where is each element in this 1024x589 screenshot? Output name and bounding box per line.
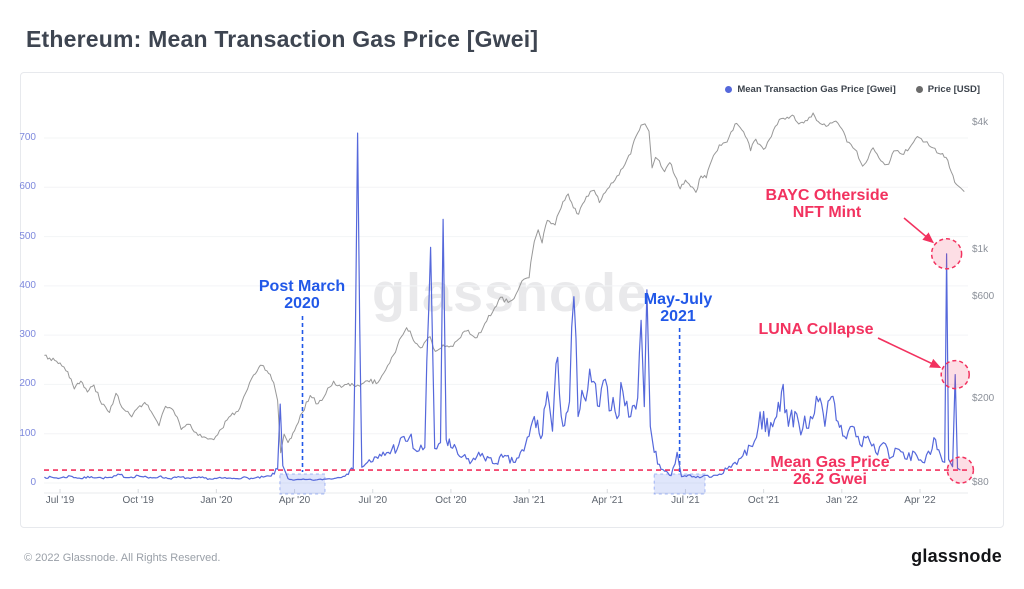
annotation-post-march-2020: Post March 2020 (258, 278, 346, 312)
annotation-luna-collapse: LUNA Collapse (758, 321, 874, 338)
annotation-arrow (903, 217, 935, 244)
x-axis-label: Jan '22 (825, 495, 858, 506)
legend-label-price-usd: Price [USD] (927, 84, 980, 95)
y-axis-label-left: 0 (30, 477, 36, 488)
x-axis-label: Apr '21 (591, 495, 623, 506)
legend-item-price-usd[interactable]: Price [USD] (915, 84, 980, 95)
x-axis-label: Jul '21 (671, 495, 700, 506)
y-axis-label-left: 300 (19, 329, 36, 341)
gas-price-line (44, 132, 961, 481)
glassnode-logo: glassnode (911, 546, 1002, 566)
x-axis-label: Apr '22 (904, 495, 936, 506)
page-title: Ethereum: Mean Transaction Gas Price [Gw… (26, 26, 539, 52)
x-axis-label: Jan '20 (200, 495, 233, 506)
y-axis-label-right: $600 (972, 291, 995, 303)
chart-legend: Mean Transaction Gas Price [Gwei] Price … (725, 84, 980, 95)
event-marker-circle (946, 456, 975, 484)
x-axis-label: Oct '21 (747, 495, 780, 506)
y-axis-label-right: $4k (972, 116, 989, 128)
x-axis-label: Oct '19 (122, 495, 154, 506)
price-usd-line (44, 112, 965, 454)
y-axis-label-left: 700 (19, 131, 36, 143)
annotation-may-july-2021: May-July 2021 (643, 291, 713, 325)
y-axis-label-left: 200 (19, 378, 36, 390)
y-axis-label-left: 500 (19, 230, 36, 242)
legend-label-gas-price: Mean Transaction Gas Price [Gwei] (737, 84, 896, 95)
event-marker-circle (930, 238, 963, 270)
y-axis-label-right: $200 (972, 392, 995, 404)
highlight-region (279, 473, 326, 495)
event-marker-circle (940, 359, 970, 390)
highlight-region (653, 473, 706, 495)
y-axis-label-right: $1k (972, 244, 989, 256)
legend-dot-gas-icon (725, 86, 733, 93)
glassnode-watermark: glassnode (371, 263, 649, 323)
y-axis-label-left: 600 (19, 181, 36, 193)
annotation-arrow (877, 337, 942, 369)
y-axis-label-right: $80 (972, 477, 989, 488)
x-axis-label: Jul '20 (358, 495, 388, 506)
x-axis-label: Jul '19 (45, 495, 75, 506)
annotation-bayc-otherside-nft-mint: BAYC Otherside NFT Mint (765, 187, 889, 221)
x-axis-label: Oct '20 (435, 495, 467, 506)
y-axis-label-left: 100 (19, 427, 36, 439)
legend-item-gas-price[interactable]: Mean Transaction Gas Price [Gwei] (725, 84, 896, 95)
y-axis-label-left: 400 (19, 279, 36, 291)
legend-dot-price-icon (915, 86, 923, 93)
annotation-mean-gas-price: Mean Gas Price 26.2 Gwei (770, 454, 890, 488)
x-axis-label: Jan '21 (513, 495, 546, 506)
footer-copyright: © 2022 Glassnode. All Rights Reserved. (24, 552, 221, 564)
chart-plot-area[interactable] (20, 72, 1004, 528)
x-axis-label: Apr '20 (278, 495, 311, 506)
